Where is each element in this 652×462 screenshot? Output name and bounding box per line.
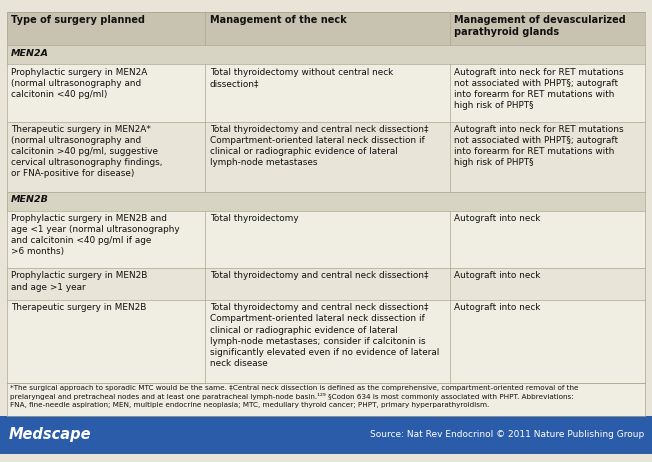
Text: Autograft into neck: Autograft into neck bbox=[454, 304, 541, 312]
Text: Total thyroidectomy: Total thyroidectomy bbox=[210, 214, 299, 223]
Bar bbox=[7, 300, 645, 383]
Text: Prophylactic surgery in MEN2B and
age <1 year (normal ultrasonography
and calcit: Prophylactic surgery in MEN2B and age <1… bbox=[11, 214, 180, 256]
Bar bbox=[0, 416, 652, 454]
Text: Autograft into neck: Autograft into neck bbox=[454, 272, 541, 280]
Text: Autograft into neck for RET mutations
not associated with PHPT§; autograft
into : Autograft into neck for RET mutations no… bbox=[454, 68, 624, 110]
Text: MEN2A: MEN2A bbox=[11, 49, 49, 57]
Text: Autograft into neck: Autograft into neck bbox=[454, 214, 541, 223]
Text: Type of surgery planned: Type of surgery planned bbox=[11, 15, 145, 25]
Text: Prophylactic surgery in MEN2B
and age >1 year: Prophylactic surgery in MEN2B and age >1… bbox=[11, 272, 147, 292]
Text: Prophylactic surgery in MEN2A
(normal ultrasonography and
calcitonin <40 pg/ml): Prophylactic surgery in MEN2A (normal ul… bbox=[11, 68, 147, 99]
Bar bbox=[7, 122, 645, 192]
Text: Autograft into neck for RET mutations
not associated with PHPT§; autograft
into : Autograft into neck for RET mutations no… bbox=[454, 125, 624, 167]
Bar bbox=[7, 45, 645, 65]
Text: Total thyroidectomy without central neck
dissection‡: Total thyroidectomy without central neck… bbox=[210, 68, 393, 88]
Text: Total thyroidectomy and central neck dissection‡: Total thyroidectomy and central neck dis… bbox=[210, 272, 428, 280]
Bar bbox=[7, 383, 645, 416]
Bar bbox=[7, 12, 645, 45]
Text: Medscape: Medscape bbox=[8, 427, 91, 443]
Bar bbox=[7, 65, 645, 122]
Text: Therapeutic surgery in MEN2A*
(normal ultrasonography and
calcitonin >40 pg/ml, : Therapeutic surgery in MEN2A* (normal ul… bbox=[11, 125, 162, 178]
Text: Total thyroidectomy and central neck dissection‡
Compartment-oriented lateral ne: Total thyroidectomy and central neck dis… bbox=[210, 304, 439, 368]
Text: MEN2B: MEN2B bbox=[11, 195, 49, 204]
Text: Source: Nat Rev Endocrinol © 2011 Nature Publishing Group: Source: Nat Rev Endocrinol © 2011 Nature… bbox=[370, 431, 644, 439]
Text: Management of devascularized
parathyroid glands: Management of devascularized parathyroid… bbox=[454, 15, 626, 37]
Text: *The surgical approach to sporadic MTC would be the same. ‡Central neck dissecti: *The surgical approach to sporadic MTC w… bbox=[10, 385, 579, 408]
Bar bbox=[7, 211, 645, 268]
Text: Therapeutic surgery in MEN2B: Therapeutic surgery in MEN2B bbox=[11, 304, 147, 312]
Bar bbox=[7, 268, 645, 300]
Text: Total thyroidectomy and central neck dissection‡
Compartment-oriented lateral ne: Total thyroidectomy and central neck dis… bbox=[210, 125, 428, 167]
Bar bbox=[7, 192, 645, 211]
Text: Management of the neck: Management of the neck bbox=[210, 15, 347, 25]
